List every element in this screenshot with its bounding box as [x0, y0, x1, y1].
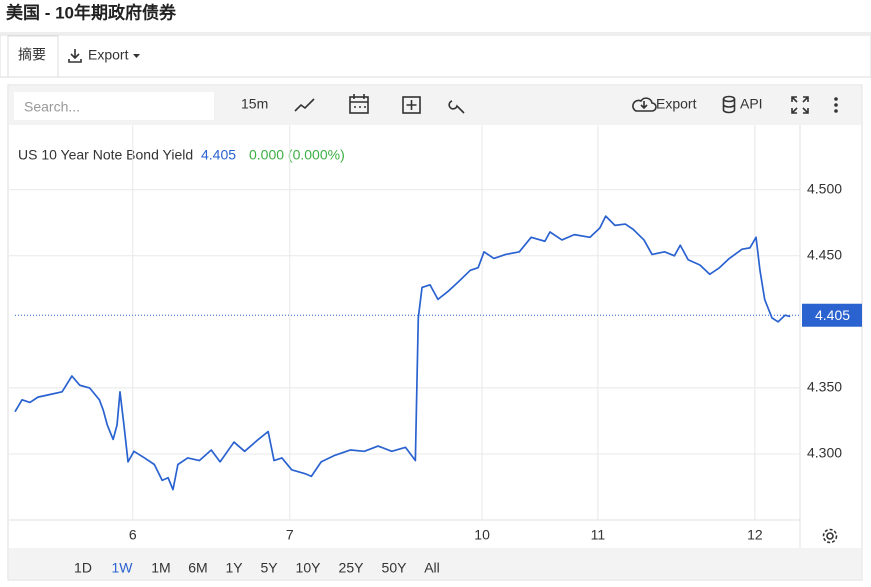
legend-name: US 10 Year Note Bond Yield [18, 147, 193, 163]
fullscreen-icon[interactable] [791, 96, 809, 114]
range-button[interactable]: 50Y [382, 560, 408, 576]
series-line [14, 215, 791, 491]
legend-change: 0.000 (0.000%) [249, 147, 345, 163]
export-icon[interactable] [632, 97, 657, 112]
more-icon[interactable] [834, 97, 838, 113]
range-button[interactable]: 1Y [225, 560, 243, 576]
x-tick-label: 11 [591, 527, 606, 543]
range-button[interactable]: 25Y [339, 560, 365, 576]
range-button[interactable]: 1W [112, 560, 134, 576]
settings-icon[interactable] [822, 528, 838, 544]
download-icon [68, 49, 82, 63]
interval-button[interactable]: 15m [241, 96, 268, 112]
range-button[interactable]: 10Y [296, 560, 322, 576]
tab[interactable]: Export [88, 47, 129, 63]
legend-last: 4.405 [201, 147, 236, 163]
search-box[interactable] [14, 92, 214, 120]
range-bar [9, 548, 861, 579]
y-tick-label: 4.500 [807, 180, 842, 196]
y-tick-label: 4.300 [807, 445, 842, 461]
x-tick-label: 7 [286, 527, 294, 543]
y-tick-label: 4.350 [807, 379, 842, 395]
tab-active-bg [7, 35, 59, 78]
x-tick-label: 12 [747, 527, 763, 543]
page-title: 美国 - 10年期政府债券 [6, 2, 177, 22]
caret [133, 54, 140, 58]
tab[interactable]: 摘要 [18, 47, 46, 63]
x-tick-label: 10 [474, 527, 490, 543]
tools-icon[interactable] [448, 100, 465, 114]
range-button[interactable]: All [424, 560, 440, 576]
range-button[interactable]: 5Y [260, 560, 278, 576]
price-label-bg [802, 303, 862, 327]
tab-bar [0, 34, 871, 78]
range-button[interactable]: 1M [151, 560, 170, 576]
chart-type-icon[interactable] [294, 98, 315, 112]
range-button[interactable]: 1D [74, 560, 92, 576]
range-button[interactable]: 6M [188, 560, 207, 576]
price-label: 4.405 [815, 307, 850, 323]
search-placeholder: Search... [24, 99, 80, 115]
x-tick-label: 6 [129, 527, 137, 543]
calendar-icon[interactable] [349, 94, 369, 114]
export-button[interactable]: Export [656, 96, 697, 112]
y-tick-label: 4.450 [807, 246, 842, 262]
indicator-icon[interactable] [402, 96, 421, 114]
api-button[interactable]: API [740, 96, 763, 112]
chart-widget [7, 84, 863, 581]
api-icon [722, 95, 736, 114]
